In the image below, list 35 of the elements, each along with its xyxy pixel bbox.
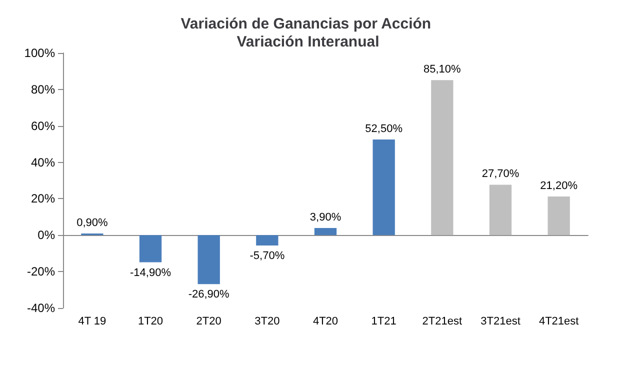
data-label: 21,20% (540, 180, 578, 192)
x-tick-label: 4T20 (312, 316, 338, 328)
y-tick-label: 0% (38, 228, 56, 242)
x-tick-label: 1T21 (371, 316, 396, 328)
bar (431, 80, 454, 236)
x-tick-label: 3T20 (254, 316, 280, 328)
y-tick-label: 40% (30, 155, 56, 170)
bar (548, 196, 570, 236)
x-tick-label: 2T20 (196, 316, 222, 328)
x-tick-label: 4T 19 (78, 316, 106, 328)
x-tick-label: 1T20 (138, 316, 164, 328)
bar (489, 184, 512, 236)
data-label: 0,90% (76, 217, 108, 230)
data-label: 3,90% (310, 212, 342, 224)
data-label: -14,90% (130, 266, 172, 279)
data-label: -26,90% (188, 288, 230, 301)
data-label: 85,10% (424, 64, 462, 76)
y-tick-label: 80% (30, 82, 56, 96)
y-tick-label: -40% (26, 301, 56, 315)
y-tick-label: 100% (24, 46, 56, 60)
bar (372, 140, 395, 236)
bar (198, 235, 220, 284)
y-tick-label: 20% (30, 192, 56, 206)
data-label: 27,70% (482, 168, 520, 180)
x-tick-label: 4T21est (538, 316, 579, 328)
x-tick-label: 3T21est (480, 316, 520, 328)
bar (139, 235, 162, 262)
x-tick-label: 2T21est (422, 316, 462, 328)
bar (314, 228, 337, 236)
y-tick-label: -20% (26, 264, 56, 279)
data-label: -5,70% (250, 250, 285, 262)
y-tick-label: 60% (30, 118, 56, 133)
chart-title: Variación de Ganancias por Acción Variación Interanual (180, 16, 436, 50)
bar (256, 235, 278, 246)
data-label: 52,50% (365, 123, 403, 136)
